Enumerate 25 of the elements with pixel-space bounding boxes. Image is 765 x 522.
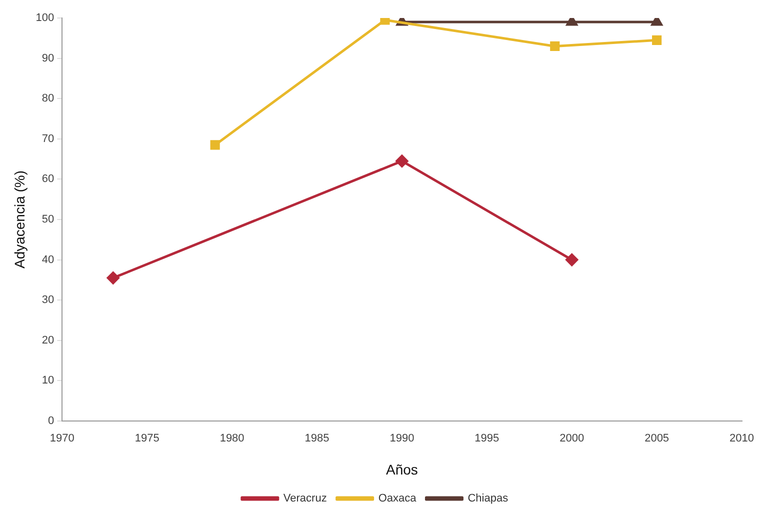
y-axis-title: Adyacencia (%): [11, 170, 28, 269]
x-tick-label: 1970: [50, 432, 74, 445]
x-tick-label: 2000: [560, 432, 584, 445]
x-tick-label: 2010: [730, 432, 754, 445]
legend-label: Oaxaca: [378, 492, 418, 505]
y-tick-label: 50: [42, 214, 54, 226]
y-tick-label: 70: [42, 132, 54, 145]
x-tick-label: 1975: [134, 432, 160, 445]
y-tick-label: 0: [48, 415, 54, 428]
y-tick-label: 20: [42, 334, 54, 346]
legend-label: Veracruz: [283, 492, 327, 505]
legend-label: Chiapas: [468, 492, 509, 505]
x-tick-label: 1980: [220, 432, 244, 445]
x-tick-label: 2005: [644, 432, 670, 445]
y-tick-label: 30: [42, 294, 54, 306]
y-tick-label: 40: [42, 254, 54, 266]
y-tick-label: 60: [42, 173, 54, 186]
x-axis-title: Años: [386, 461, 418, 478]
x-tick-label: 1990: [390, 432, 414, 445]
y-tick-label: 90: [42, 52, 54, 64]
x-tick-label: 1995: [474, 432, 500, 445]
y-tick-label: 10: [42, 374, 54, 387]
y-tick-label: 100: [36, 12, 54, 24]
x-tick-label: 1985: [304, 432, 330, 445]
y-tick-label: 80: [42, 92, 54, 105]
